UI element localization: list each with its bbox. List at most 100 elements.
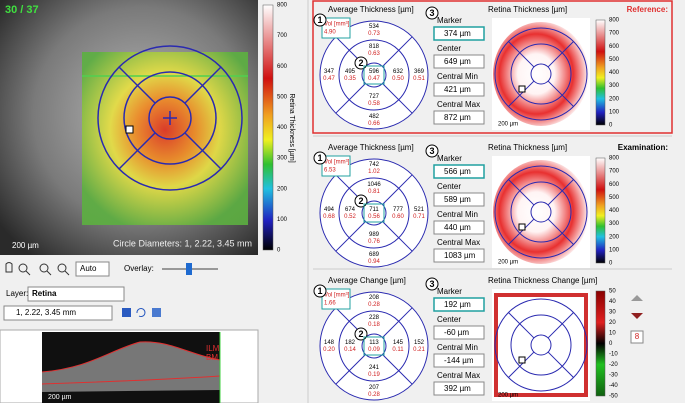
marker-label: Marker bbox=[437, 16, 462, 25]
etdrs-grid bbox=[97, 45, 243, 191]
colorbar-tick: 500 bbox=[277, 94, 288, 100]
colorbar-tick: 30 bbox=[609, 310, 616, 316]
colorbar-tick: 100 bbox=[609, 109, 620, 115]
colorbar-tick: 400 bbox=[609, 208, 620, 214]
thickness-map bbox=[493, 22, 589, 126]
sector-volume: 0.76 bbox=[368, 239, 380, 245]
grid-center bbox=[361, 200, 387, 226]
map-spoke bbox=[508, 351, 535, 378]
marker-label: Marker bbox=[437, 287, 462, 296]
sector-thickness: 711 bbox=[369, 207, 379, 213]
bscan-scale: 200 µm bbox=[48, 394, 72, 401]
vol-box bbox=[321, 17, 351, 39]
sector-thickness: 989 bbox=[369, 232, 380, 238]
panel-heading: Examination: bbox=[618, 143, 668, 152]
marker bbox=[125, 125, 134, 134]
colorbar-tick: 300 bbox=[609, 221, 620, 227]
grid-center bbox=[361, 333, 387, 359]
map-title: Retina Thickness Change [µm] bbox=[488, 276, 597, 285]
map-scale: 200 µm bbox=[498, 260, 518, 266]
step-badge bbox=[313, 284, 327, 298]
grid-spoke bbox=[382, 174, 413, 205]
map-ring bbox=[494, 298, 588, 392]
sector-thickness: 818 bbox=[369, 44, 380, 50]
colorbar-tick: 200 bbox=[609, 234, 620, 240]
sector-thickness: 494 bbox=[324, 207, 335, 213]
map-ring bbox=[510, 43, 572, 105]
map-ring bbox=[530, 334, 552, 356]
colorbar-tick: 500 bbox=[609, 57, 620, 63]
sector-volume: 0.20 bbox=[323, 347, 335, 353]
marker-box bbox=[433, 297, 485, 312]
colorbar-tick: -10 bbox=[609, 352, 618, 358]
sector-thickness: 369 bbox=[414, 69, 425, 75]
map-scale: 200 µm bbox=[498, 393, 518, 399]
sector-volume: 0.66 bbox=[368, 121, 380, 127]
marker-value: 392 µm bbox=[444, 384, 471, 393]
colorbar-tick: 0 bbox=[277, 248, 281, 254]
map-colorbar bbox=[595, 290, 606, 397]
marker-label: Central Min bbox=[437, 72, 478, 81]
zoom-dropdown[interactable] bbox=[75, 261, 110, 277]
down-arrow[interactable] bbox=[631, 313, 643, 319]
sector-volume: 0.28 bbox=[368, 302, 380, 308]
sector-thickness: 777 bbox=[393, 207, 404, 213]
sector-thickness: 742 bbox=[369, 162, 380, 168]
slider-thumb[interactable] bbox=[186, 263, 192, 275]
step-number: 2 bbox=[358, 196, 363, 206]
colorbar-tick: 600 bbox=[277, 64, 288, 70]
sector-thickness: 596 bbox=[369, 69, 380, 75]
change-map bbox=[494, 293, 588, 397]
marker-label: Center bbox=[437, 44, 461, 53]
marker-value: 589 µm bbox=[444, 195, 471, 204]
retina-band bbox=[42, 341, 220, 392]
map-title: Retina Thickness [µm] bbox=[488, 5, 567, 14]
sector-volume: 0.28 bbox=[368, 392, 380, 398]
grid-center bbox=[361, 62, 387, 88]
map-spoke bbox=[547, 218, 574, 245]
sector-volume: 0.81 bbox=[368, 189, 380, 195]
colorbar-tick: 50 bbox=[609, 289, 616, 295]
layer-dropdown[interactable] bbox=[27, 286, 125, 302]
grid-title: Average Thickness [µm] bbox=[328, 5, 414, 14]
up-arrow[interactable] bbox=[631, 295, 643, 301]
vol-box bbox=[321, 288, 351, 310]
map-ring bbox=[530, 201, 552, 223]
colorbar-tick: 40 bbox=[609, 299, 616, 305]
toolbar-icons[interactable] bbox=[5, 262, 70, 276]
bm-label: BM bbox=[206, 353, 218, 362]
map-spoke bbox=[508, 312, 535, 339]
vol-box bbox=[321, 155, 351, 177]
colorbar-tick: 800 bbox=[609, 18, 620, 24]
marker-value: 649 µm bbox=[444, 57, 471, 66]
map-ring bbox=[530, 63, 552, 85]
sector-volume: 0.09 bbox=[368, 347, 380, 353]
sector-volume: 0.19 bbox=[368, 372, 380, 378]
colorbar-tick: 200 bbox=[277, 186, 288, 192]
grid-ring bbox=[338, 310, 410, 382]
colorbar-tick: 400 bbox=[277, 125, 288, 131]
step-number: 2 bbox=[358, 329, 363, 339]
sector-thickness: 495 bbox=[345, 69, 356, 75]
sector-volume: 0.47 bbox=[368, 76, 380, 82]
marker-label: Center bbox=[437, 182, 461, 191]
marker-box bbox=[433, 110, 485, 125]
toolbar-buttons[interactable] bbox=[122, 308, 161, 317]
map-ring bbox=[510, 314, 572, 376]
marker-value: 374 µm bbox=[444, 29, 471, 38]
sector-thickness: 482 bbox=[369, 114, 380, 120]
sector-thickness: 182 bbox=[345, 340, 356, 346]
colorbar-tick: 0 bbox=[609, 261, 613, 267]
center-highlight bbox=[363, 203, 385, 223]
circles-dropdown[interactable] bbox=[3, 305, 113, 321]
step-number: 3 bbox=[429, 279, 434, 289]
sector-thickness: 521 bbox=[414, 207, 425, 213]
marker-label: Center bbox=[437, 315, 461, 324]
colorbar-tick: 700 bbox=[609, 169, 620, 175]
grid-spoke bbox=[335, 83, 366, 114]
colorbar-tick: -20 bbox=[609, 362, 618, 368]
ilm-label: ILM bbox=[206, 344, 220, 353]
marker-label: Central Max bbox=[437, 371, 480, 380]
map-spoke bbox=[508, 218, 535, 245]
map-ring bbox=[494, 27, 588, 121]
